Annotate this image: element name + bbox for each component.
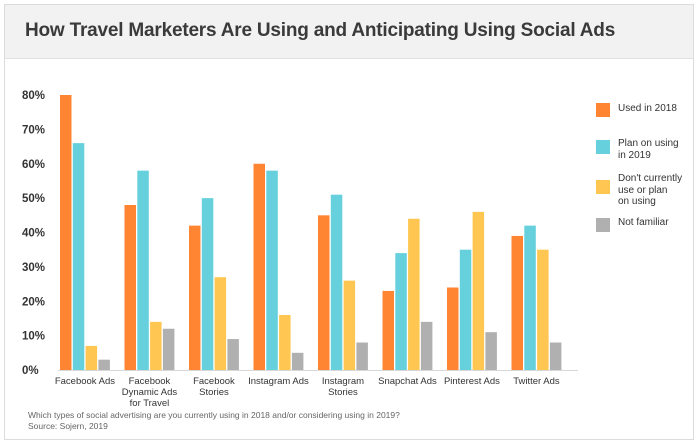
bar — [124, 205, 136, 370]
bar — [395, 253, 407, 370]
bar — [485, 332, 497, 370]
bar — [227, 339, 239, 370]
footnote-question: Which types of social advertising are yo… — [28, 410, 400, 420]
y-axis: 0% 10% 20% 30% 40% 50% 60% 70% 80% — [22, 90, 45, 377]
y-tick-label: 60% — [22, 159, 45, 171]
chart-title: How Travel Marketers Are Using and Antic… — [25, 20, 616, 41]
y-tick-label: 20% — [22, 296, 45, 308]
y-tick-label: 30% — [22, 262, 45, 274]
x-tick-label: Instagram Stories — [322, 376, 364, 398]
x-tick-label: Instagram Ads — [248, 376, 309, 387]
bar — [214, 277, 227, 370]
x-tick-label: Pinterest Ads — [444, 376, 500, 387]
y-tick-label: 40% — [22, 228, 45, 240]
bar — [72, 143, 85, 370]
x-tick-label: Twitter Ads — [513, 376, 560, 387]
y-tick-label: 70% — [22, 124, 45, 136]
y-tick-label: 80% — [22, 90, 45, 102]
bar — [137, 170, 149, 370]
x-tick-label: Snapchat Ads — [378, 376, 437, 387]
bar — [472, 211, 485, 370]
bar — [98, 359, 110, 370]
bar — [382, 290, 394, 370]
x-axis: Facebook Ads Facebook Dynamic Ads for Trave… — [55, 370, 578, 409]
legend-label: Plan on using in 2019 — [618, 138, 679, 161]
x-tick-label: Facebook Stories — [193, 376, 235, 398]
footnote-source: Source: Sojern, 2019 — [28, 421, 108, 431]
bar — [459, 249, 472, 370]
bar — [524, 225, 536, 370]
bar — [549, 342, 562, 370]
y-tick-label: 50% — [22, 193, 45, 205]
y-tick-label: 0% — [22, 365, 39, 377]
bar — [447, 287, 459, 370]
x-tick-label: Facebook Dynamic Ads for Travel — [122, 376, 178, 409]
bar — [201, 198, 214, 370]
bar — [511, 235, 523, 370]
bar — [279, 315, 291, 370]
bar — [85, 345, 98, 370]
bar — [266, 170, 278, 370]
legend-label: Don't currently use or plan on using — [618, 173, 683, 207]
legend-swatch — [596, 140, 610, 154]
bar — [150, 321, 162, 370]
bar — [420, 321, 433, 370]
bar — [253, 163, 265, 370]
bar — [162, 328, 175, 370]
x-tick-label: Facebook Ads — [55, 376, 115, 387]
footnote: Which types of social advertising are yo… — [28, 410, 400, 432]
bar — [343, 280, 356, 370]
legend-swatch — [596, 218, 610, 232]
bar — [537, 249, 549, 370]
legend-label: Used in 2018 — [618, 103, 677, 114]
legend-swatch — [596, 103, 610, 117]
bar — [60, 95, 72, 370]
bar — [189, 225, 201, 370]
y-tick-label: 10% — [22, 331, 45, 343]
bar — [408, 218, 420, 370]
bar — [330, 194, 343, 370]
title-bar: How Travel Marketers Are Using and Antic… — [5, 5, 693, 59]
bar — [318, 215, 330, 370]
legend-swatch — [596, 180, 610, 194]
bar — [356, 342, 368, 370]
bar — [291, 352, 304, 370]
legend-label: Not familiar — [618, 217, 669, 228]
bars-group — [60, 95, 562, 370]
